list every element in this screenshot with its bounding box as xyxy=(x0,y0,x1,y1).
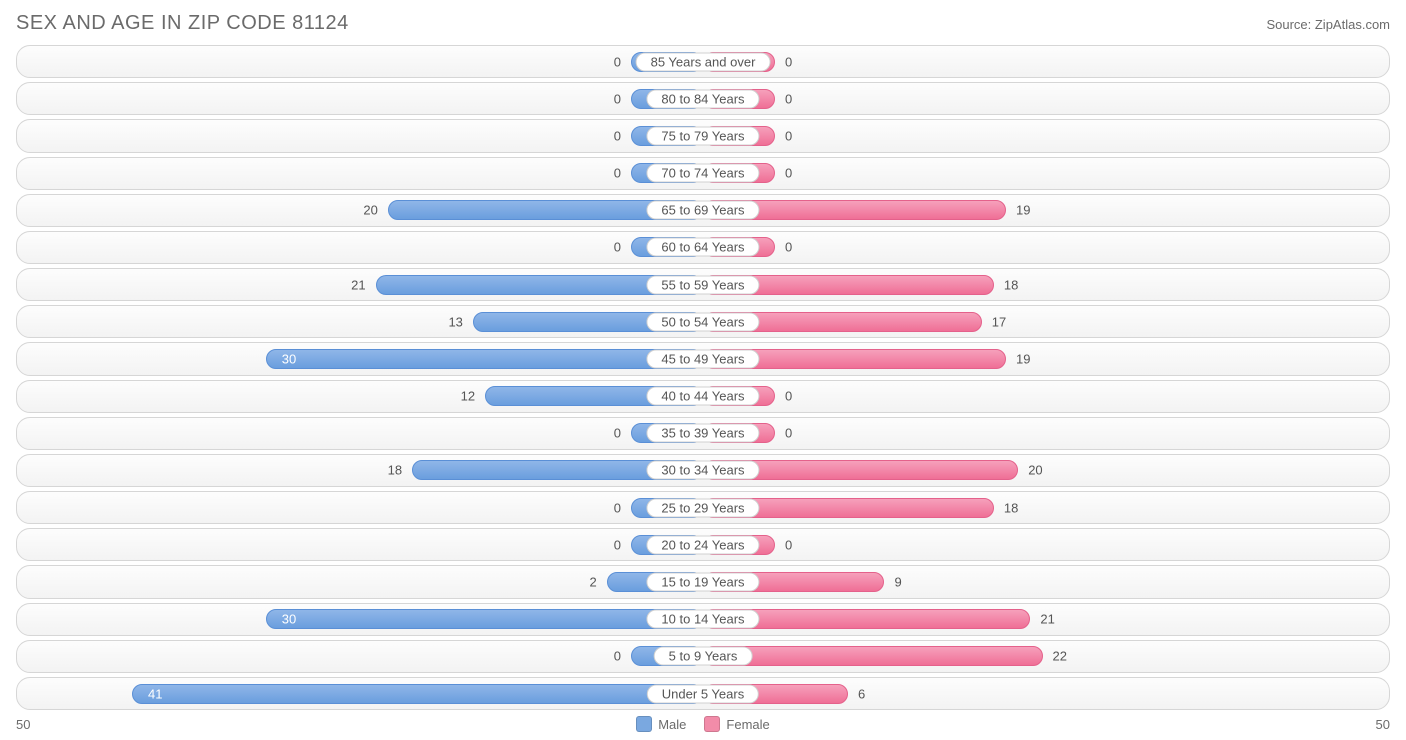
female-value: 22 xyxy=(1053,649,1067,664)
female-value: 19 xyxy=(1016,351,1030,366)
age-group-label: 65 to 69 Years xyxy=(646,201,759,220)
axis-left-max: 50 xyxy=(16,717,30,732)
male-value: 0 xyxy=(614,128,621,143)
age-group-label: 10 to 14 Years xyxy=(646,610,759,629)
pyramid-row: 65 to 69 Years 20 19 xyxy=(16,194,1390,227)
chart-footer: 50 Male Female 50 xyxy=(16,716,1390,732)
legend-male-label: Male xyxy=(658,717,686,732)
male-value: 0 xyxy=(614,426,621,441)
male-value: 0 xyxy=(614,166,621,181)
pyramid-row: 25 to 29 Years 0 18 xyxy=(16,491,1390,524)
axis-right-max: 50 xyxy=(1376,717,1390,732)
pyramid-row: 50 to 54 Years 13 17 xyxy=(16,305,1390,338)
age-group-label: 25 to 29 Years xyxy=(646,498,759,517)
chart-source: Source: ZipAtlas.com xyxy=(1266,17,1390,32)
male-value: 0 xyxy=(614,240,621,255)
age-group-label: 40 to 44 Years xyxy=(646,387,759,406)
pyramid-row: 35 to 39 Years 0 0 xyxy=(16,417,1390,450)
age-group-label: 5 to 9 Years xyxy=(654,647,753,666)
pyramid-row: 85 Years and over 0 0 xyxy=(16,45,1390,78)
age-group-label: 30 to 34 Years xyxy=(646,461,759,480)
female-value: 0 xyxy=(785,537,792,552)
legend-female: Female xyxy=(704,716,769,732)
chart-title: SEX AND AGE IN ZIP CODE 81124 xyxy=(16,12,349,35)
age-group-label: 15 to 19 Years xyxy=(646,572,759,591)
pyramid-row: 5 to 9 Years 0 22 xyxy=(16,640,1390,673)
pyramid-row: 10 to 14 Years 30 21 xyxy=(16,603,1390,636)
age-group-label: 85 Years and over xyxy=(636,52,771,71)
age-group-label: 70 to 74 Years xyxy=(646,164,759,183)
chart-header: SEX AND AGE IN ZIP CODE 81124 Source: Zi… xyxy=(16,12,1390,35)
female-value: 0 xyxy=(785,91,792,106)
female-value: 0 xyxy=(785,240,792,255)
pyramid-row: 15 to 19 Years 2 9 xyxy=(16,565,1390,598)
female-value: 9 xyxy=(894,574,901,589)
legend-female-label: Female xyxy=(726,717,769,732)
male-value: 0 xyxy=(614,649,621,664)
pyramid-row: 45 to 49 Years 30 19 xyxy=(16,342,1390,375)
male-value: 0 xyxy=(614,500,621,515)
age-group-label: Under 5 Years xyxy=(647,684,759,703)
male-value: 21 xyxy=(351,277,365,292)
male-bar xyxy=(266,609,703,629)
female-value: 18 xyxy=(1004,500,1018,515)
male-value: 18 xyxy=(388,463,402,478)
male-value: 30 xyxy=(282,612,296,627)
chart-body: 85 Years and over0080 to 84 Years0075 to… xyxy=(16,45,1390,710)
male-bar xyxy=(132,684,703,704)
female-value: 6 xyxy=(858,686,865,701)
female-value: 0 xyxy=(785,166,792,181)
age-group-label: 75 to 79 Years xyxy=(646,126,759,145)
female-value: 17 xyxy=(992,314,1006,329)
male-swatch-icon xyxy=(636,716,652,732)
age-group-label: 45 to 49 Years xyxy=(646,349,759,368)
female-swatch-icon xyxy=(704,716,720,732)
male-value: 12 xyxy=(461,389,475,404)
female-value: 19 xyxy=(1016,203,1030,218)
pyramid-row: 60 to 64 Years 0 0 xyxy=(16,231,1390,264)
male-value: 20 xyxy=(363,203,377,218)
male-value: 13 xyxy=(448,314,462,329)
age-group-label: 35 to 39 Years xyxy=(646,424,759,443)
legend-male: Male xyxy=(636,716,686,732)
male-value: 2 xyxy=(589,574,596,589)
pyramid-row: Under 5 Years 41 6 xyxy=(16,677,1390,710)
female-value: 0 xyxy=(785,128,792,143)
pyramid-row: 70 to 74 Years 0 0 xyxy=(16,157,1390,190)
age-group-label: 20 to 24 Years xyxy=(646,535,759,554)
male-value: 30 xyxy=(282,351,296,366)
legend: Male Female xyxy=(636,716,770,732)
male-value: 41 xyxy=(148,686,162,701)
female-value: 0 xyxy=(785,426,792,441)
age-group-label: 80 to 84 Years xyxy=(646,89,759,108)
age-group-label: 60 to 64 Years xyxy=(646,238,759,257)
male-value: 0 xyxy=(614,54,621,69)
pyramid-row: 80 to 84 Years 0 0 xyxy=(16,82,1390,115)
female-value: 20 xyxy=(1028,463,1042,478)
pyramid-row: 55 to 59 Years 21 18 xyxy=(16,268,1390,301)
female-value: 18 xyxy=(1004,277,1018,292)
female-value: 21 xyxy=(1040,612,1054,627)
pyramid-row: 30 to 34 Years 18 20 xyxy=(16,454,1390,487)
female-bar xyxy=(703,646,1043,666)
female-value: 0 xyxy=(785,54,792,69)
age-group-label: 50 to 54 Years xyxy=(646,312,759,331)
male-value: 0 xyxy=(614,537,621,552)
male-bar xyxy=(266,349,703,369)
pyramid-row: 40 to 44 Years 12 0 xyxy=(16,380,1390,413)
age-group-label: 55 to 59 Years xyxy=(646,275,759,294)
female-value: 0 xyxy=(785,389,792,404)
pyramid-row: 75 to 79 Years 0 0 xyxy=(16,119,1390,152)
male-value: 0 xyxy=(614,91,621,106)
pyramid-row: 20 to 24 Years 0 0 xyxy=(16,528,1390,561)
